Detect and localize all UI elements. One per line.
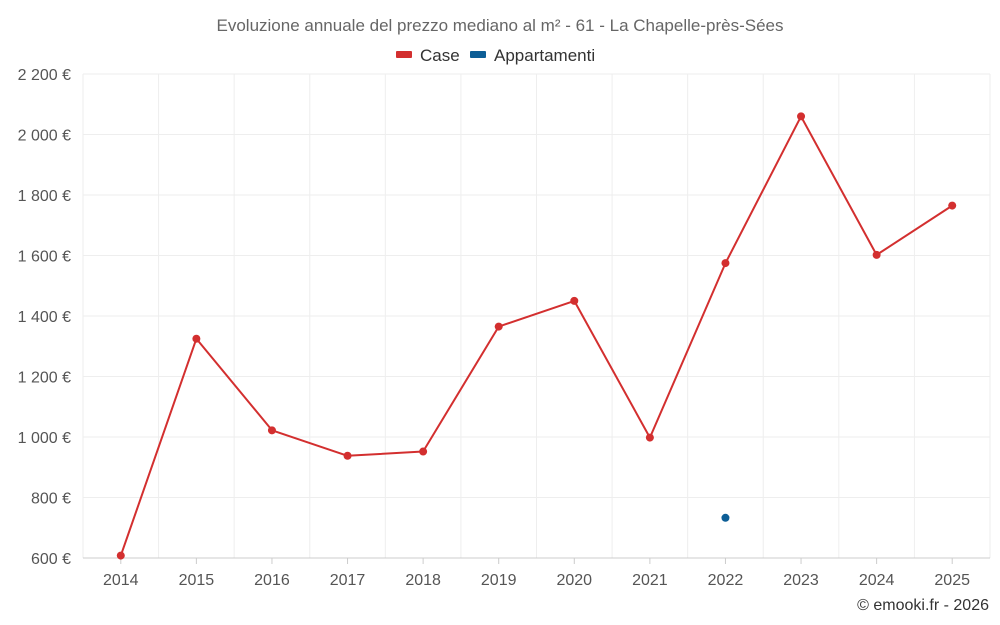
x-axis: 2014 2015 2016 2017 2018 2019 2020 2021 2022 2023… <box>83 557 990 589</box>
data-point-appartamenti-2022[interactable] <box>721 513 730 522</box>
legend: Case Appartamenti <box>396 46 595 65</box>
data-point-case-2024[interactable] <box>872 250 881 259</box>
y-tick-label: 1 000 € <box>18 430 71 447</box>
x-tick-label: 2024 <box>859 572 895 589</box>
data-point-case-2025[interactable] <box>948 201 957 210</box>
data-point-case-2022[interactable] <box>721 259 730 268</box>
data-point-case-2020[interactable] <box>570 296 579 305</box>
legend-item-case[interactable]: Case <box>396 46 460 65</box>
y-tick-label: 800 € <box>31 491 71 508</box>
gridlines <box>82 73 991 558</box>
y-tick-label: 1 800 € <box>18 188 71 205</box>
data-point-case-2023[interactable] <box>797 112 806 121</box>
y-axis: 600 € 800 € 1 000 € 1 200 € 1 400 € 1 600 € 1 … <box>18 67 71 568</box>
data-point-case-2017[interactable] <box>343 451 352 460</box>
legend-label-appartamenti: Appartamenti <box>494 46 595 65</box>
x-tick-label: 2015 <box>179 572 215 589</box>
legend-swatch-appartamenti <box>470 51 486 58</box>
x-tick-label: 2020 <box>556 572 592 589</box>
y-tick-label: 600 € <box>31 551 71 568</box>
x-tick-label: 2018 <box>405 572 441 589</box>
legend-swatch-case <box>396 51 412 58</box>
data-point-case-2021[interactable] <box>645 433 654 442</box>
data-point-case-2019[interactable] <box>494 322 503 331</box>
y-tick-label: 1 200 € <box>18 370 71 387</box>
y-tick-label: 1 600 € <box>18 249 71 266</box>
legend-item-appartamenti[interactable]: Appartamenti <box>470 46 595 65</box>
x-tick-label: 2017 <box>330 572 366 589</box>
x-tick-label: 2023 <box>783 572 819 589</box>
data-point-case-2016[interactable] <box>267 426 276 435</box>
y-tick-label: 1 400 € <box>18 309 71 326</box>
x-tick-label: 2021 <box>632 572 668 589</box>
x-tick-label: 2014 <box>103 572 139 589</box>
chart-title: Evoluzione annuale del prezzo mediano al… <box>217 16 784 35</box>
plot-area <box>116 112 957 560</box>
x-tick-label: 2019 <box>481 572 517 589</box>
data-point-case-2015[interactable] <box>192 334 201 343</box>
series-line-case <box>119 115 953 556</box>
y-tick-label: 2 200 € <box>18 67 71 84</box>
x-tick-label: 2016 <box>254 572 290 589</box>
data-point-case-2014[interactable] <box>116 551 125 560</box>
data-point-case-2018[interactable] <box>419 447 428 456</box>
x-tick-label: 2022 <box>708 572 744 589</box>
legend-label-case: Case <box>420 46 460 65</box>
credit-text: © emooki.fr - 2026 <box>857 597 989 614</box>
x-tick-label: 2025 <box>934 572 970 589</box>
y-tick-label: 2 000 € <box>18 128 71 145</box>
